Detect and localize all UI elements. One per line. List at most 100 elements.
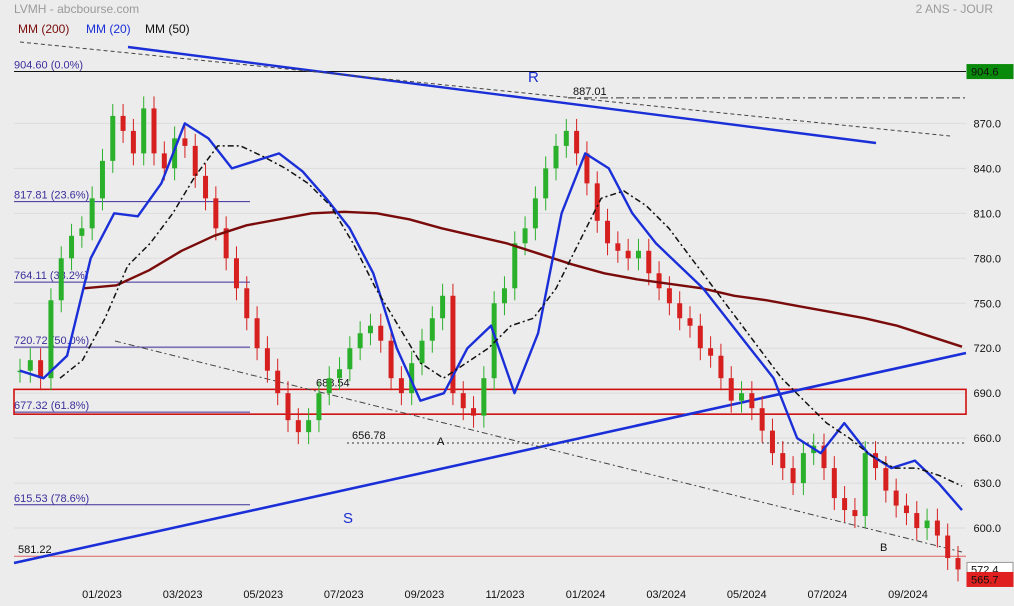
annotation-b: B — [880, 542, 887, 554]
candle-body — [213, 198, 219, 229]
resistance-zone-box — [13, 388, 967, 415]
candlesticks — [17, 96, 961, 582]
candle-body — [429, 318, 435, 341]
candle-body — [677, 303, 683, 319]
candle-body — [264, 348, 270, 371]
candle-body — [161, 153, 167, 169]
annotation-a: A — [437, 436, 445, 448]
candle-body — [460, 393, 466, 409]
candle-body — [646, 250, 652, 274]
candle-body — [130, 130, 136, 154]
candle-body — [419, 340, 425, 364]
fib-label: 677.32 (61.8%) — [14, 400, 89, 412]
x-tick-label: 07/2023 — [324, 589, 364, 601]
candle-body — [233, 258, 239, 289]
candle-body — [192, 145, 198, 176]
candle-body — [522, 228, 528, 244]
candle-body — [574, 130, 580, 154]
candle-body — [182, 138, 188, 146]
candle-body — [337, 369, 343, 379]
candle-body — [285, 393, 291, 421]
chart-header-left: LVMH - abcbourse.com — [14, 2, 139, 16]
annotation-r: R — [528, 69, 539, 86]
candle-body — [306, 420, 312, 433]
annotation-s: S — [343, 510, 353, 527]
candle-body — [656, 273, 662, 289]
candle-body — [553, 145, 559, 169]
candle-body — [852, 510, 858, 517]
candle-body — [388, 340, 394, 379]
candle-body — [903, 505, 909, 514]
candle-body — [708, 348, 714, 356]
y-tick-label: 840.0 — [973, 163, 1001, 175]
price-tag-label: 565.7 — [971, 574, 999, 586]
candle-body — [79, 228, 85, 236]
candle-body — [769, 430, 775, 454]
candle-body — [58, 258, 64, 301]
candle-body — [501, 288, 507, 304]
candle-body — [398, 378, 404, 394]
candle-body — [275, 370, 281, 394]
x-tick-label: 11/2023 — [486, 589, 525, 601]
candle-body — [945, 535, 951, 559]
candle-body — [223, 228, 229, 259]
candle-body — [914, 513, 920, 529]
y-tick-label: 600.0 — [973, 523, 1001, 535]
candle-body — [244, 288, 250, 319]
candle-body — [697, 325, 703, 349]
candle-body — [790, 468, 796, 484]
x-tick-label: 05/2024 — [727, 589, 767, 601]
x-tick-label: 05/2023 — [243, 589, 283, 601]
price-tag-box — [966, 571, 1014, 587]
candle-body — [749, 393, 755, 409]
level-887-label: 887.01 — [573, 86, 607, 98]
y-tick-label: 690.0 — [973, 388, 1001, 400]
candle-body — [893, 490, 899, 506]
candle-body — [718, 355, 724, 379]
candle-body — [821, 445, 827, 469]
candle-body — [563, 130, 569, 146]
candle-body — [409, 363, 415, 394]
candle-body — [203, 175, 209, 199]
candle-body — [666, 288, 672, 304]
candle-body — [357, 333, 363, 349]
candle-body — [739, 393, 745, 401]
candle-body — [172, 138, 178, 169]
axis-labels: 870.0 840.0 810.0 780.0 750.0 720.0 690.0 660.0… — [82, 118, 1001, 601]
y-tick-label: 870.0 — [973, 118, 1001, 130]
candle-body — [543, 168, 549, 199]
moving-averages — [19, 122, 963, 511]
candle-body — [440, 295, 446, 319]
moving-average-line — [83, 210, 963, 348]
candle-body — [254, 318, 260, 349]
candle-body — [512, 243, 518, 289]
candle-body — [800, 453, 806, 484]
candle-body — [883, 468, 889, 491]
candle-body — [635, 250, 641, 259]
legend-mm20: MM (20) — [86, 22, 131, 36]
upper-dashed-channel — [19, 41, 951, 137]
candle-body — [615, 243, 621, 251]
candle-body — [471, 408, 477, 416]
x-tick-label: 01/2024 — [566, 589, 606, 601]
candle-body — [110, 115, 116, 161]
y-tick-label: 660.0 — [973, 433, 1001, 445]
resistance-trendline — [127, 45, 877, 145]
candle-body — [594, 183, 600, 221]
legend-mm50: MM (50) — [145, 22, 190, 36]
candle-body — [38, 360, 44, 379]
candle-body — [367, 325, 373, 334]
trend-lines — [13, 41, 967, 565]
candle-body — [481, 378, 487, 416]
x-tick-label: 03/2024 — [646, 589, 686, 601]
candle-body — [378, 325, 384, 341]
x-tick-label: 09/2023 — [405, 589, 445, 601]
candle-body — [99, 160, 105, 199]
candle-body — [687, 318, 693, 326]
y-tick-label: 750.0 — [973, 298, 1001, 310]
candle-body — [491, 303, 497, 379]
candle-body — [316, 393, 322, 421]
x-tick-label: 07/2024 — [808, 589, 848, 601]
x-tick-label: 09/2024 — [888, 589, 928, 601]
